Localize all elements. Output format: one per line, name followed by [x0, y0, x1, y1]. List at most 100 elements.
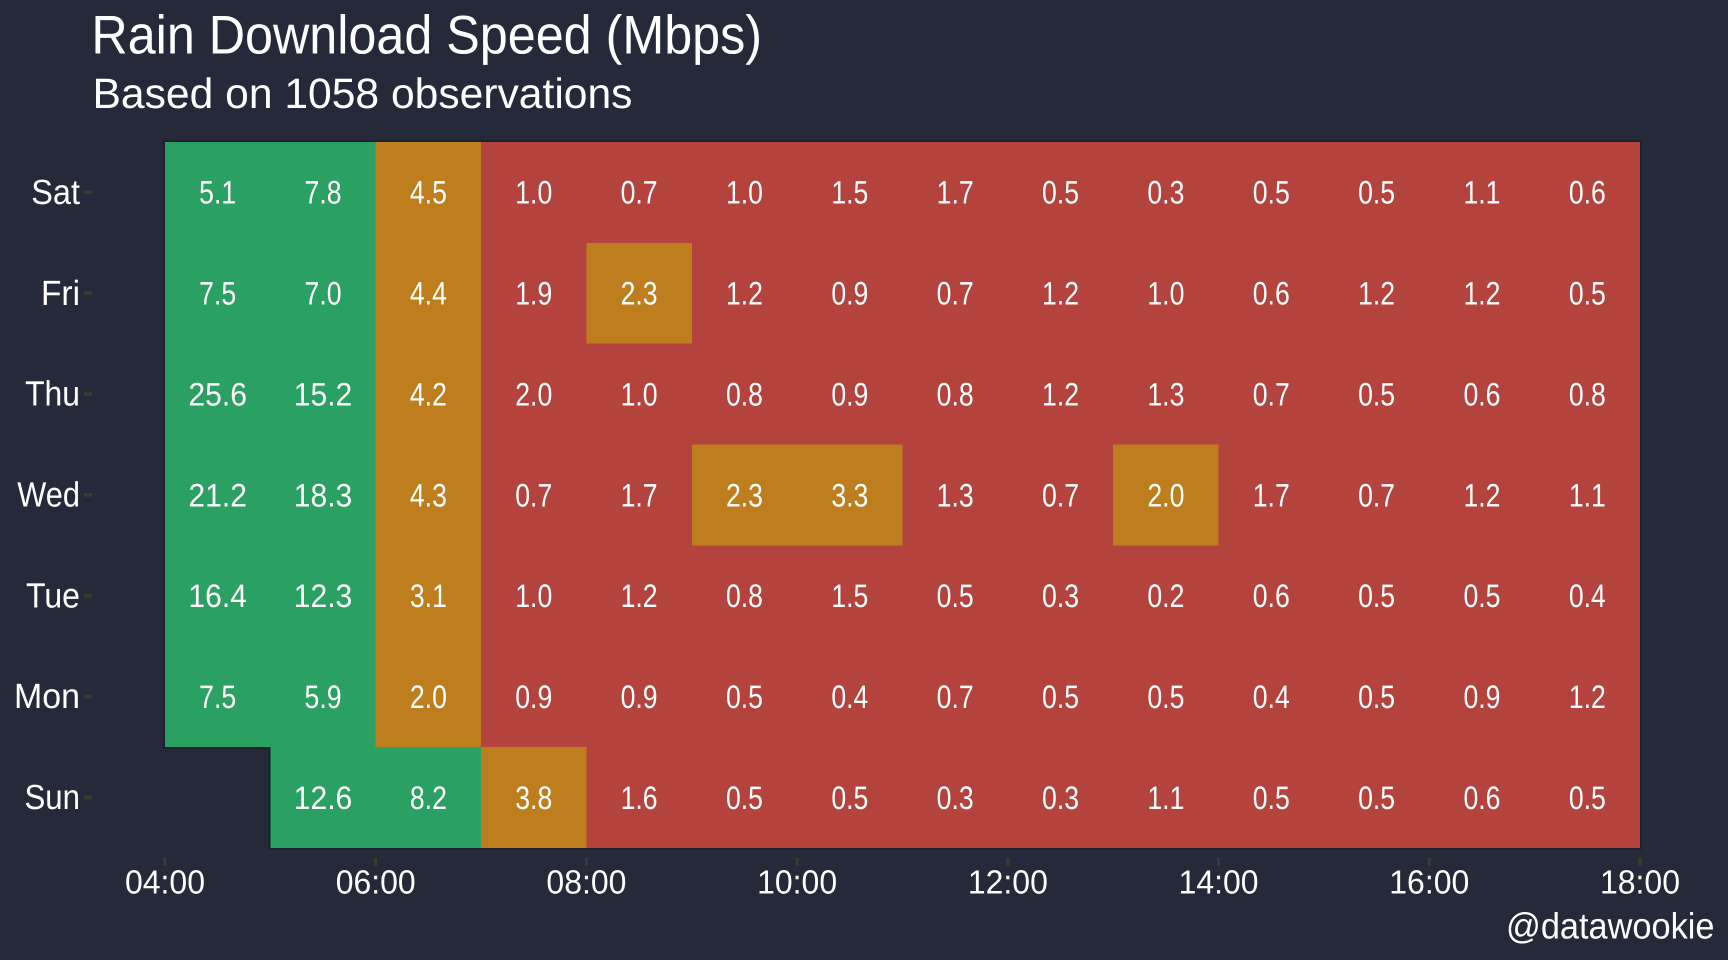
svg-text:2.3: 2.3 — [726, 477, 763, 513]
svg-text:1.9: 1.9 — [515, 276, 552, 312]
svg-text:1.0: 1.0 — [1147, 276, 1184, 312]
svg-text:0.8: 0.8 — [937, 376, 974, 412]
svg-text:0.3: 0.3 — [937, 780, 974, 816]
svg-text:1.2: 1.2 — [1463, 477, 1500, 513]
svg-text:Mon: Mon — [14, 677, 80, 716]
svg-text:0.6: 0.6 — [1463, 376, 1500, 412]
svg-text:1.0: 1.0 — [515, 175, 552, 211]
svg-text:0.5: 0.5 — [1358, 780, 1395, 816]
svg-text:12.6: 12.6 — [294, 780, 353, 816]
svg-text:7.8: 7.8 — [305, 175, 342, 211]
svg-text:1.3: 1.3 — [937, 477, 974, 513]
svg-text:0.5: 0.5 — [1358, 376, 1395, 412]
svg-text:0.2: 0.2 — [1147, 578, 1184, 614]
svg-text:1.2: 1.2 — [1569, 679, 1606, 715]
svg-text:1.0: 1.0 — [726, 175, 763, 211]
svg-text:15.2: 15.2 — [294, 376, 353, 412]
svg-text:1.0: 1.0 — [515, 578, 552, 614]
svg-text:2.3: 2.3 — [621, 276, 658, 312]
svg-text:21.2: 21.2 — [188, 477, 247, 513]
svg-text:5.1: 5.1 — [199, 175, 236, 211]
svg-text:0.6: 0.6 — [1253, 578, 1290, 614]
svg-text:Rain Download Speed (Mbps): Rain Download Speed (Mbps) — [91, 4, 762, 65]
svg-text:4.5: 4.5 — [410, 175, 447, 211]
svg-text:0.5: 0.5 — [1569, 780, 1606, 816]
svg-text:1.0: 1.0 — [621, 376, 658, 412]
svg-text:0.8: 0.8 — [726, 578, 763, 614]
svg-text:0.8: 0.8 — [1569, 376, 1606, 412]
svg-text:0.5: 0.5 — [1358, 679, 1395, 715]
svg-text:Wed: Wed — [17, 476, 80, 515]
svg-text:25.6: 25.6 — [188, 376, 247, 412]
svg-text:Sat: Sat — [31, 173, 80, 212]
svg-text:0.5: 0.5 — [1042, 175, 1079, 211]
svg-text:0.5: 0.5 — [1569, 276, 1606, 312]
svg-text:7.5: 7.5 — [199, 679, 236, 715]
svg-text:0.5: 0.5 — [1253, 175, 1290, 211]
svg-text:1.7: 1.7 — [621, 477, 658, 513]
svg-text:3.8: 3.8 — [515, 780, 552, 816]
svg-text:0.7: 0.7 — [621, 175, 658, 211]
svg-text:7.0: 7.0 — [305, 276, 342, 312]
svg-text:5.9: 5.9 — [305, 679, 342, 715]
svg-text:0.9: 0.9 — [831, 276, 868, 312]
svg-text:8.2: 8.2 — [410, 780, 447, 816]
svg-text:7.5: 7.5 — [199, 276, 236, 312]
svg-text:0.4: 0.4 — [831, 679, 868, 715]
svg-text:0.5: 0.5 — [1358, 578, 1395, 614]
svg-text:0.6: 0.6 — [1253, 276, 1290, 312]
svg-text:3.3: 3.3 — [831, 477, 868, 513]
svg-text:0.6: 0.6 — [1569, 175, 1606, 211]
svg-text:4.4: 4.4 — [410, 276, 447, 312]
svg-text:1.7: 1.7 — [937, 175, 974, 211]
svg-text:0.7: 0.7 — [937, 276, 974, 312]
svg-text:0.4: 0.4 — [1569, 578, 1606, 614]
svg-text:18.3: 18.3 — [294, 477, 353, 513]
svg-text:0.7: 0.7 — [1358, 477, 1395, 513]
svg-text:0.9: 0.9 — [621, 679, 658, 715]
svg-text:0.3: 0.3 — [1147, 175, 1184, 211]
svg-text:4.3: 4.3 — [410, 477, 447, 513]
svg-text:0.4: 0.4 — [1253, 679, 1290, 715]
svg-text:0.5: 0.5 — [726, 780, 763, 816]
svg-text:1.2: 1.2 — [1042, 376, 1079, 412]
svg-text:14:00: 14:00 — [1179, 864, 1259, 901]
svg-text:2.0: 2.0 — [410, 679, 447, 715]
svg-text:2.0: 2.0 — [515, 376, 552, 412]
svg-text:0.7: 0.7 — [937, 679, 974, 715]
svg-text:12.3: 12.3 — [294, 578, 353, 614]
svg-text:Sun: Sun — [25, 778, 81, 817]
svg-text:3.1: 3.1 — [410, 578, 447, 614]
svg-text:1.2: 1.2 — [726, 276, 763, 312]
svg-text:0.9: 0.9 — [1463, 679, 1500, 715]
svg-text:Based on 1058 observations: Based on 1058 observations — [93, 71, 633, 118]
svg-text:10:00: 10:00 — [757, 864, 837, 901]
svg-text:0.6: 0.6 — [1463, 780, 1500, 816]
svg-text:1.6: 1.6 — [621, 780, 658, 816]
svg-text:0.7: 0.7 — [1042, 477, 1079, 513]
svg-text:0.9: 0.9 — [515, 679, 552, 715]
svg-text:0.7: 0.7 — [1253, 376, 1290, 412]
svg-text:2.0: 2.0 — [1147, 477, 1184, 513]
svg-text:1.2: 1.2 — [621, 578, 658, 614]
svg-text:1.3: 1.3 — [1147, 376, 1184, 412]
svg-text:0.5: 0.5 — [1358, 175, 1395, 211]
svg-text:0.5: 0.5 — [1463, 578, 1500, 614]
svg-text:1.5: 1.5 — [831, 578, 868, 614]
svg-text:0.5: 0.5 — [1147, 679, 1184, 715]
svg-text:18:00: 18:00 — [1600, 864, 1680, 901]
svg-text:0.5: 0.5 — [937, 578, 974, 614]
svg-text:@datawookie: @datawookie — [1506, 905, 1715, 946]
svg-text:1.5: 1.5 — [831, 175, 868, 211]
svg-text:16.4: 16.4 — [188, 578, 247, 614]
svg-text:Tue: Tue — [26, 576, 80, 615]
svg-text:1.1: 1.1 — [1463, 175, 1500, 211]
svg-text:0.5: 0.5 — [831, 780, 868, 816]
svg-text:0.3: 0.3 — [1042, 578, 1079, 614]
svg-text:16:00: 16:00 — [1389, 864, 1469, 901]
svg-text:1.2: 1.2 — [1358, 276, 1395, 312]
svg-text:0.7: 0.7 — [515, 477, 552, 513]
svg-text:08:00: 08:00 — [546, 864, 626, 901]
svg-text:Fri: Fri — [41, 274, 80, 313]
svg-text:0.5: 0.5 — [1042, 679, 1079, 715]
